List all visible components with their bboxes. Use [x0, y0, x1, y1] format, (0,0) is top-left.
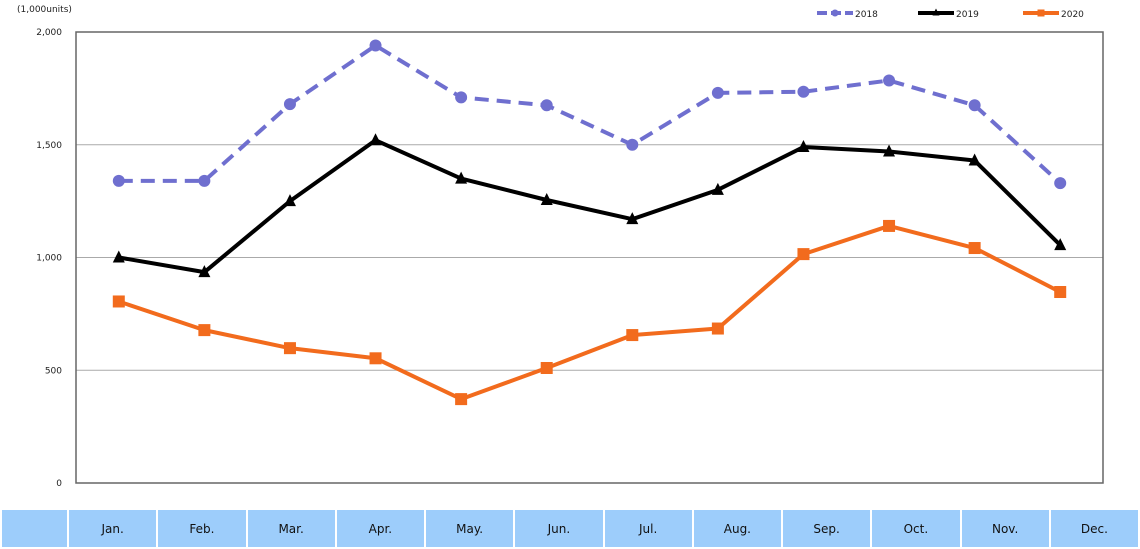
category-cell: Apr.	[336, 510, 424, 547]
category-cell: Jul.	[604, 510, 692, 547]
category-cell: Jan.	[69, 510, 157, 547]
data-point	[283, 98, 296, 111]
data-point	[455, 393, 468, 406]
data-point	[455, 171, 468, 184]
data-point	[369, 352, 382, 365]
data-point	[711, 86, 724, 99]
y-tick-label: 1,500	[36, 141, 62, 151]
data-point	[283, 342, 296, 355]
category-cell: Nov.	[961, 510, 1049, 547]
legend-label: 2018	[855, 10, 878, 20]
data-point	[112, 250, 125, 263]
category-header-cell	[2, 510, 67, 547]
data-point	[1037, 9, 1045, 17]
data-point	[883, 219, 896, 232]
category-cell: Sep.	[783, 510, 871, 547]
data-point	[1054, 286, 1067, 299]
category-cell: May.	[426, 510, 514, 547]
category-cell: Feb.	[158, 510, 246, 547]
legend-label: 2020	[1061, 10, 1084, 20]
data-point	[711, 322, 724, 335]
series-line-2020	[118, 223, 1062, 402]
y-tick-label: 500	[45, 366, 62, 376]
data-point	[455, 91, 468, 104]
data-point	[797, 85, 810, 98]
data-point	[626, 329, 639, 342]
data-point	[883, 74, 896, 87]
line-chart: 0 500 1,000 1,500 2,000 2018 2019 2020	[36, 8, 1104, 489]
data-point	[198, 174, 211, 187]
data-point	[711, 182, 724, 195]
data-point	[283, 194, 296, 207]
y-tick-label: 1,000	[36, 254, 62, 264]
data-point	[626, 138, 639, 151]
data-point	[540, 99, 553, 112]
data-point	[797, 140, 810, 153]
category-cell: Aug.	[693, 510, 781, 547]
plot-area	[75, 31, 1104, 484]
data-point	[968, 242, 981, 255]
series-line-2018	[118, 43, 1062, 185]
data-point	[540, 361, 553, 374]
unit-label: (1,000units)	[17, 5, 72, 15]
category-cell: Mar.	[247, 510, 335, 547]
category-table: Jan. Feb. Mar. Apr. May. Jun. Jul. Aug. Sep. Oct.…	[2, 510, 1138, 547]
data-point	[369, 133, 382, 146]
category-cell: Jun.	[515, 510, 603, 547]
data-point	[112, 174, 125, 187]
category-cell: Oct.	[872, 510, 960, 547]
series-line-2019	[118, 138, 1062, 275]
data-point	[369, 39, 382, 52]
data-point	[112, 295, 125, 308]
data-point	[1054, 238, 1067, 251]
data-point	[626, 212, 639, 225]
category-cell: Dec.	[1050, 510, 1138, 547]
data-point	[797, 248, 810, 261]
data-point	[883, 144, 896, 157]
data-point	[198, 265, 211, 278]
data-point	[968, 99, 981, 112]
y-tick-label: 0	[56, 479, 62, 489]
data-point	[932, 8, 940, 16]
data-point	[198, 324, 211, 337]
data-point	[1054, 177, 1067, 190]
data-point	[831, 9, 839, 17]
legend-label: 2019	[956, 10, 979, 20]
data-point	[968, 153, 981, 166]
y-tick-label: 2,000	[36, 28, 62, 38]
data-point	[540, 192, 553, 205]
